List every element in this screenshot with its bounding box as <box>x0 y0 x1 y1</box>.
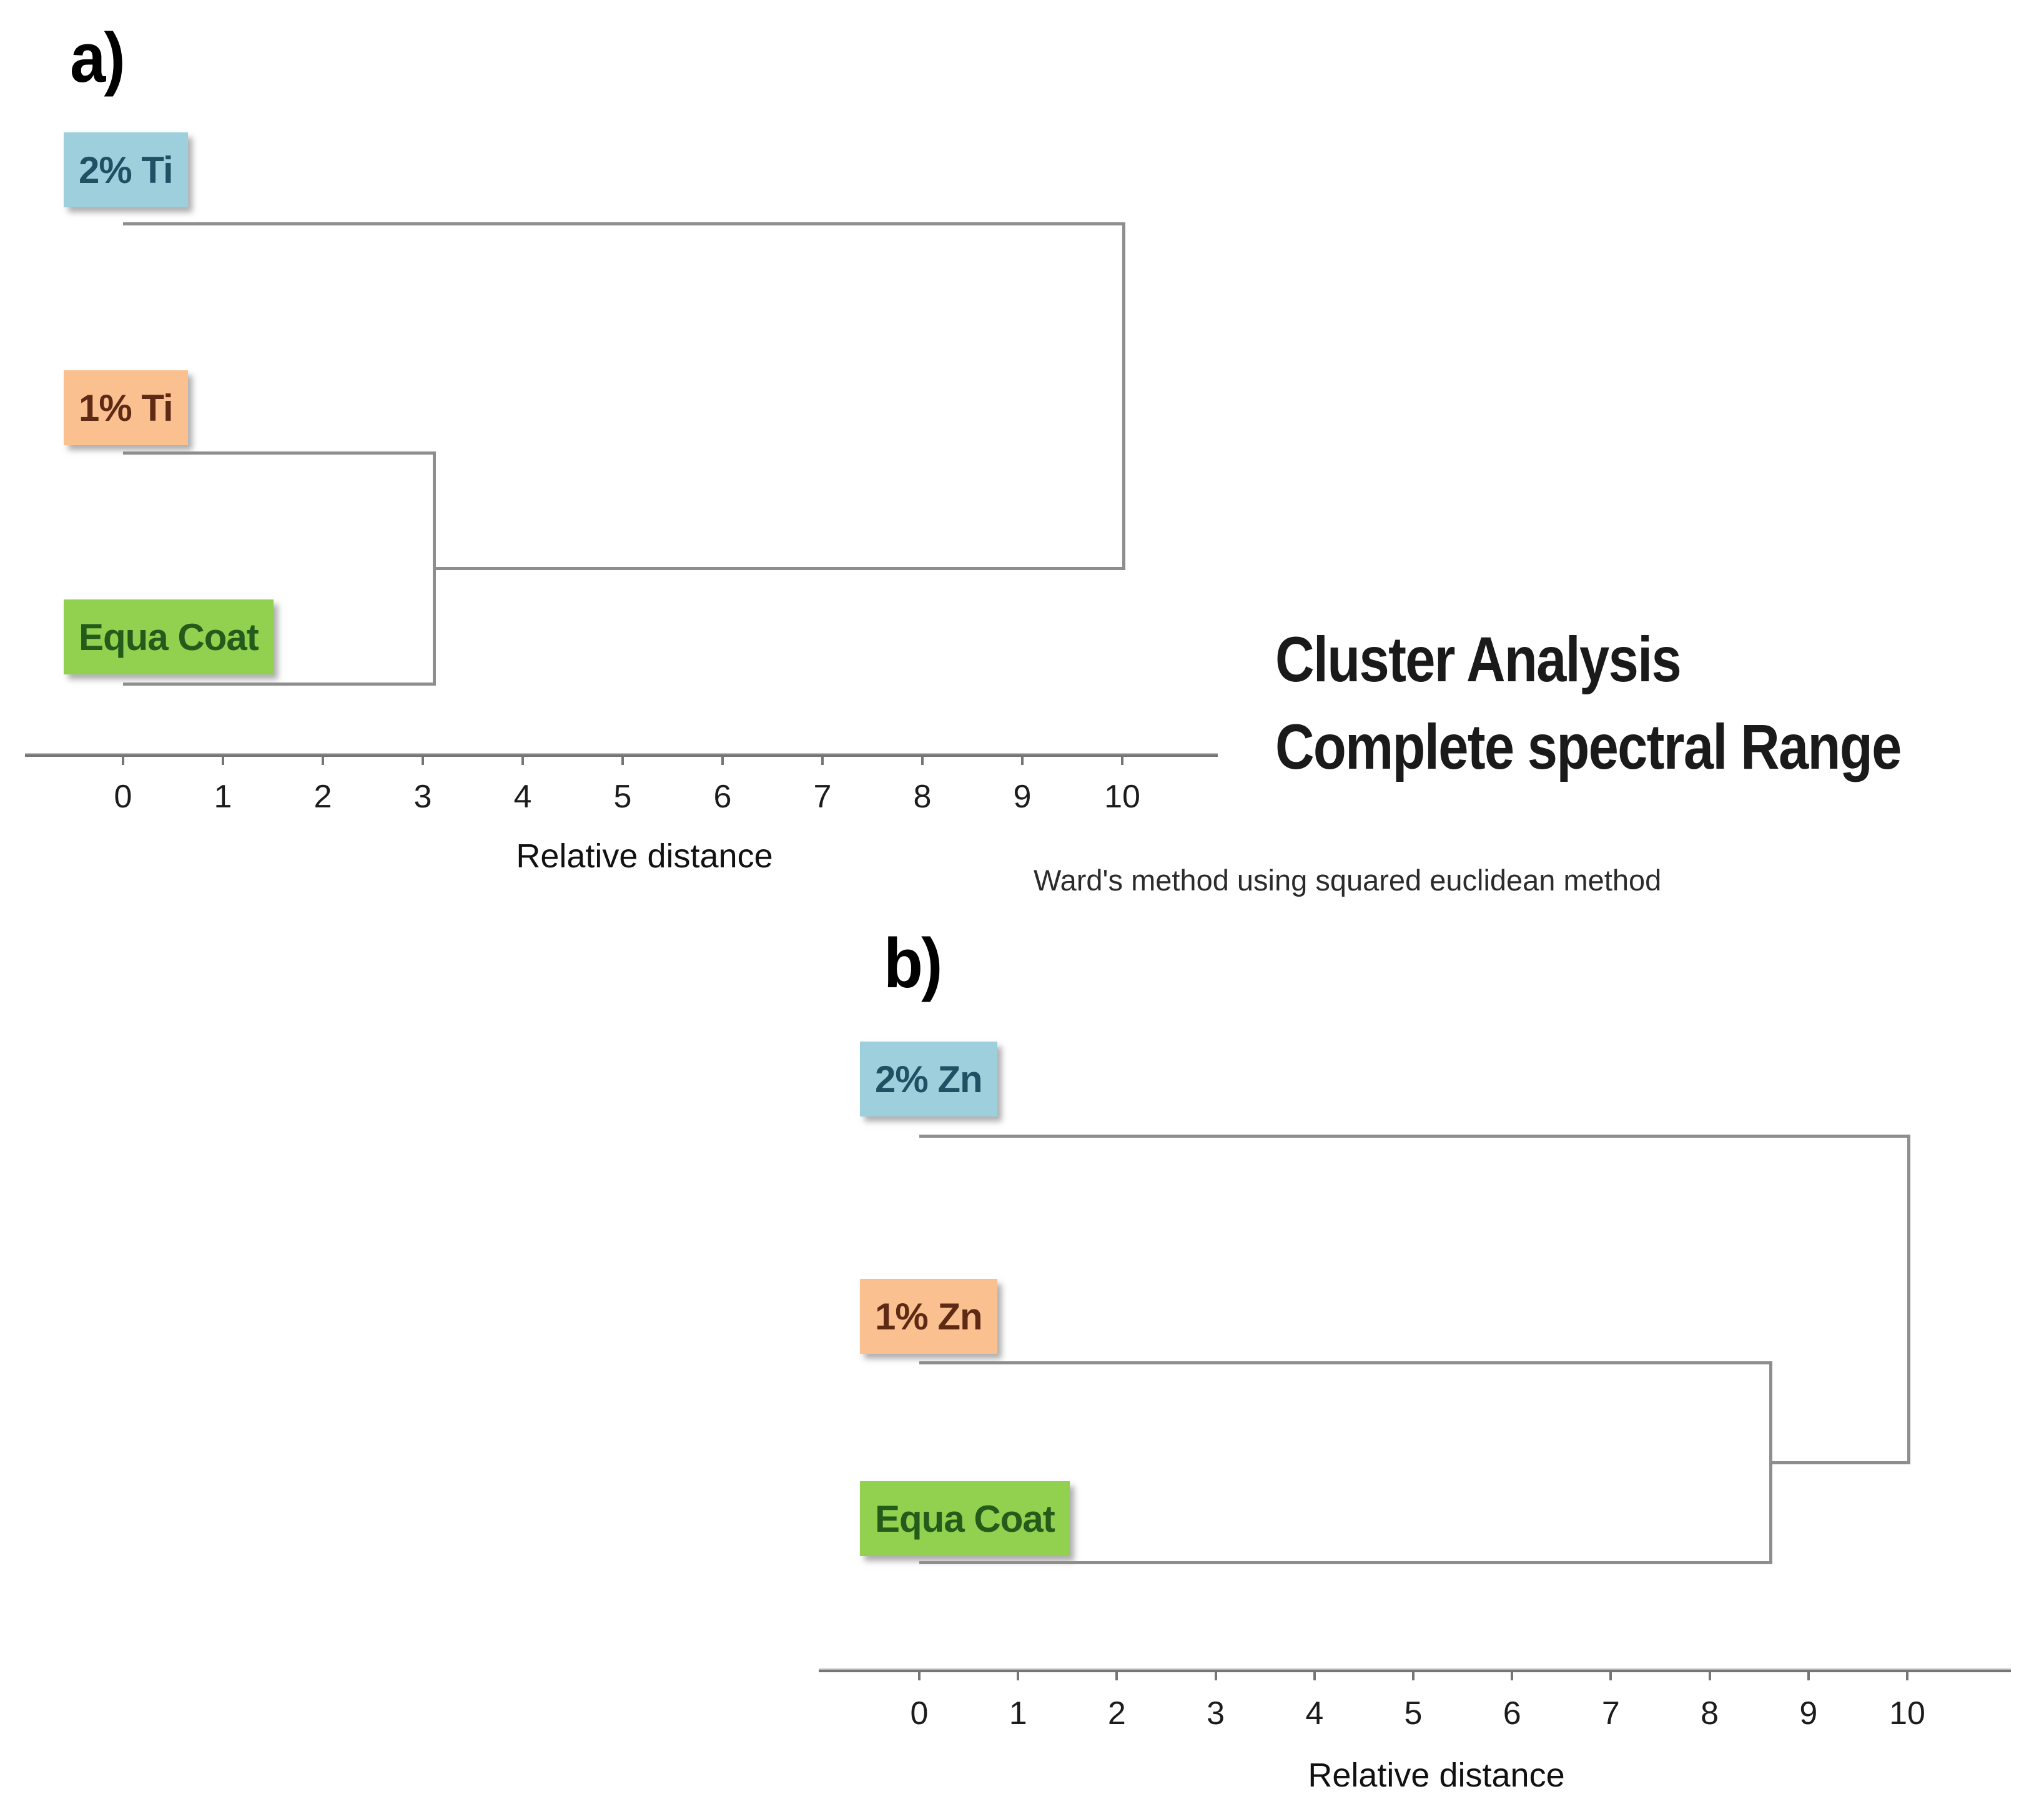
dendrogram-link-leaf-0 <box>123 222 1122 225</box>
x-axis-tick-label: 9 <box>1013 779 1032 815</box>
x-axis-tick <box>621 756 624 765</box>
x-axis-tick <box>1609 1671 1612 1680</box>
dendrogram-merge-2 <box>1122 222 1125 570</box>
x-axis-tick <box>1121 756 1123 765</box>
x-axis-tick-label: 7 <box>813 779 832 815</box>
x-axis-tick <box>222 756 224 765</box>
leaf-box-1pct-zn: 1% Zn <box>860 1279 997 1354</box>
x-axis-tick <box>1017 1671 1020 1680</box>
x-axis-tick-label: 1 <box>1009 1695 1027 1732</box>
x-axis-tick <box>1412 1671 1415 1680</box>
x-axis-tick <box>918 1671 921 1680</box>
panel-a-label: a) <box>70 19 126 97</box>
x-axis-tick <box>921 756 924 765</box>
caption-title-line1: Cluster Analysis <box>1275 624 1682 695</box>
leaf-box-2pct-ti: 2% Ti <box>64 132 188 207</box>
x-axis-tick <box>1511 1671 1514 1680</box>
x-axis-tick <box>521 756 524 765</box>
leaf-box-equa-coat-a: Equa Coat <box>64 599 274 674</box>
x-axis-tick <box>322 756 324 765</box>
dendrogram-link-leaf-0 <box>919 1135 1907 1138</box>
dendrogram-connector <box>1769 1461 1910 1464</box>
x-axis-tick-label: 5 <box>1404 1695 1423 1732</box>
x-axis-line <box>819 1669 2011 1672</box>
panel-b-label: b) <box>884 924 942 1002</box>
x-axis-tick <box>122 756 124 765</box>
x-axis-tick-label: 0 <box>910 1695 929 1732</box>
x-axis-tick-label: 3 <box>1207 1695 1225 1732</box>
x-axis-tick <box>1807 1671 1810 1680</box>
x-axis-tick-label: 5 <box>613 779 632 815</box>
x-axis-label-b: Relative distance <box>1308 1757 1565 1794</box>
x-axis-tick-label: 2 <box>1107 1695 1126 1732</box>
x-axis-tick-label: 6 <box>713 779 732 815</box>
leaf-box-equa-coat-b: Equa Coat <box>860 1481 1070 1556</box>
leaf-box-1pct-ti: 1% Ti <box>64 370 188 445</box>
dendrogram-link-leaf-2 <box>919 1561 1769 1564</box>
x-axis-tick-label: 2 <box>314 779 332 815</box>
x-axis-tick <box>821 756 824 765</box>
x-axis-tick-label: 6 <box>1503 1695 1521 1732</box>
dendrogram-link-leaf-2 <box>123 683 433 686</box>
x-axis-tick <box>1021 756 1024 765</box>
caption-title-line2: Complete spectral Range <box>1275 711 1902 782</box>
x-axis-tick-label: 7 <box>1601 1695 1620 1732</box>
x-axis-tick-label: 8 <box>913 779 932 815</box>
x-axis-tick <box>721 756 724 765</box>
x-axis-tick-label: 1 <box>214 779 232 815</box>
x-axis-tick <box>1214 1671 1217 1680</box>
x-axis-tick-label: 10 <box>1889 1695 1925 1732</box>
dendrogram-connector <box>433 567 1125 570</box>
dendrogram-link-leaf-1 <box>919 1361 1769 1364</box>
x-axis-tick <box>1313 1671 1316 1680</box>
x-axis-tick <box>1708 1671 1711 1680</box>
x-axis-tick-label: 0 <box>114 779 132 815</box>
x-axis-tick <box>1115 1671 1118 1680</box>
x-axis-tick-label: 4 <box>513 779 532 815</box>
x-axis-line <box>25 753 1218 757</box>
x-axis-label-a: Relative distance <box>516 837 773 875</box>
dendrogram-merge-2 <box>1907 1135 1910 1464</box>
x-axis-tick-label: 8 <box>1701 1695 1719 1732</box>
x-axis-tick-label: 10 <box>1104 779 1140 815</box>
x-axis-tick-label: 9 <box>1799 1695 1818 1732</box>
x-axis-tick-label: 3 <box>413 779 432 815</box>
x-axis-tick-label: 4 <box>1305 1695 1324 1732</box>
x-axis-tick <box>1906 1671 1908 1680</box>
caption-method-note: Ward's method using squared euclidean me… <box>1034 864 1662 897</box>
leaf-box-2pct-zn: 2% Zn <box>860 1042 997 1116</box>
x-axis-tick <box>422 756 424 765</box>
dendrogram-link-leaf-1 <box>123 451 433 455</box>
